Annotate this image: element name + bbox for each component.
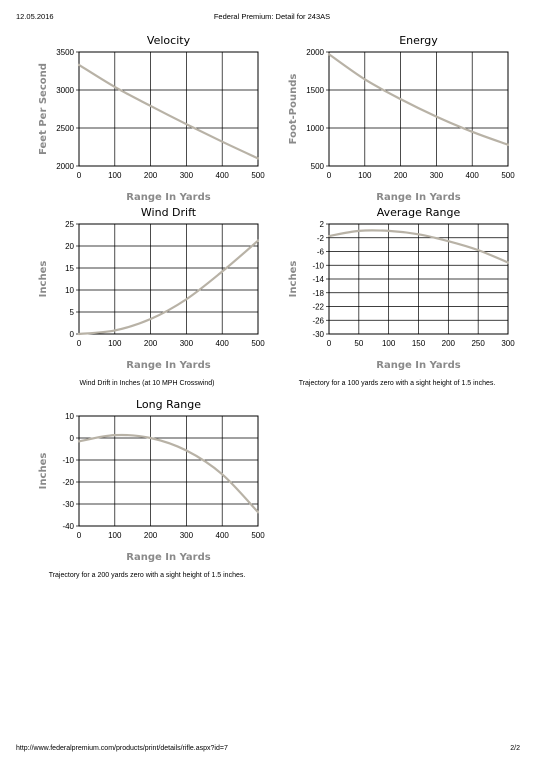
x-tick-label: 250 [471, 339, 485, 348]
x-tick-label: 400 [466, 171, 480, 180]
y-tick-label: 1500 [306, 86, 324, 95]
x-tick-label: 0 [77, 171, 82, 180]
x-tick-label: 300 [430, 171, 444, 180]
x-tick-label: 200 [144, 339, 158, 348]
x-tick-label: 150 [412, 339, 426, 348]
x-tick-label: 200 [144, 171, 158, 180]
x-tick-label: 50 [354, 339, 363, 348]
y-tick-label: 5 [70, 308, 75, 317]
x-tick-label: 100 [108, 339, 122, 348]
y-tick-label: 20 [65, 242, 74, 251]
y-tick-label: 0 [70, 330, 75, 339]
page-number: 2/2 [510, 745, 520, 752]
x-tick-label: 400 [216, 531, 230, 540]
y-tick-label: 15 [65, 264, 74, 273]
y-tick-label: 2 [320, 220, 325, 229]
y-tick-label: -40 [62, 522, 74, 531]
x-tick-label: 200 [442, 339, 456, 348]
y-tick-label: 1000 [306, 124, 324, 133]
x-tick-label: 100 [382, 339, 396, 348]
x-tick-label: 100 [358, 171, 372, 180]
y-tick-label: -14 [312, 275, 324, 284]
x-axis-label: Range In Yards [376, 192, 460, 203]
y-tick-label: 10 [65, 286, 74, 295]
x-tick-label: 0 [327, 339, 332, 348]
x-tick-label: 200 [144, 531, 158, 540]
y-tick-label: -26 [312, 316, 324, 325]
y-tick-label: -22 [312, 303, 324, 312]
average-range-chart: Average Range 0 50 100 150 200 250 300 2 -2 -6 -10 -… [272, 204, 522, 380]
x-axis-label: Range In Yards [126, 552, 210, 563]
x-tick-label: 300 [180, 339, 194, 348]
long-range-chart: Long Range 0 100 200 300 400 500 -40 -30 -20 -10 0 1… [22, 396, 272, 572]
y-tick-label: -30 [312, 330, 324, 339]
x-tick-label: 400 [216, 171, 230, 180]
x-axis-label: Range In Yards [376, 360, 460, 371]
y-tick-label: -2 [317, 234, 325, 243]
series-line [327, 53, 510, 146]
x-tick-label: 200 [394, 171, 408, 180]
chart-title: Average Range [377, 206, 461, 219]
plot-frame [78, 51, 259, 167]
y-tick-label: 2000 [56, 162, 74, 171]
chart-title: Long Range [136, 398, 201, 411]
x-tick-label: 0 [327, 171, 332, 180]
chart-title: Velocity [147, 34, 191, 47]
y-tick-label: 25 [65, 220, 74, 229]
y-tick-label: 0 [70, 434, 75, 443]
chart-title: Energy [399, 34, 438, 47]
series-line [327, 229, 510, 264]
y-tick-label: 2000 [306, 48, 324, 57]
x-tick-label: 500 [251, 171, 265, 180]
y-tick-label: -10 [62, 456, 74, 465]
y-tick-label: -18 [312, 289, 324, 298]
long-range-caption: Trajectory for a 200 yards zero with a s… [48, 572, 246, 579]
x-axis-label: Range In Yards [126, 360, 210, 371]
y-axis-label: Feet Per Second [38, 63, 49, 155]
wind-drift-chart: Wind Drift 0 100 200 300 400 500 0 5 10 15 20 25 Rang… [22, 204, 272, 380]
x-tick-label: 500 [251, 531, 265, 540]
x-tick-label: 100 [108, 531, 122, 540]
y-axis-label: Inches [38, 453, 49, 490]
x-tick-label: 500 [501, 171, 515, 180]
plot-frame [78, 415, 259, 527]
series-line [77, 63, 260, 160]
series-line [77, 239, 260, 336]
y-tick-label: -30 [62, 500, 74, 509]
y-tick-label: 500 [311, 162, 325, 171]
plot-frame [328, 51, 509, 167]
footer-url: http://www.federalpremium.com/products/p… [16, 745, 228, 752]
average-range-caption: Trajectory for a 100 yards zero with a s… [298, 380, 496, 387]
x-tick-label: 500 [251, 339, 265, 348]
y-tick-label: -6 [317, 248, 325, 257]
plot-frame [78, 223, 259, 335]
plot-frame [328, 223, 509, 335]
wind-drift-caption: Wind Drift in Inches (at 10 MPH Crosswin… [79, 380, 215, 387]
series-line [77, 433, 260, 514]
y-tick-label: 2500 [56, 124, 74, 133]
velocity-chart: Velocity 0 100 200 300 400 500 2000 2500 3000 3500… [22, 32, 272, 212]
x-tick-label: 0 [77, 531, 82, 540]
y-axis-label: Inches [38, 261, 49, 298]
x-tick-label: 400 [216, 339, 230, 348]
x-tick-label: 300 [180, 171, 194, 180]
print-date: 12.05.2016 [16, 12, 54, 21]
x-axis-label: Range In Yards [126, 192, 210, 203]
x-tick-label: 100 [108, 171, 122, 180]
y-tick-label: 10 [65, 412, 74, 421]
x-tick-label: 300 [501, 339, 515, 348]
chart-title: Wind Drift [141, 206, 197, 219]
x-tick-label: 0 [77, 339, 82, 348]
x-tick-label: 300 [180, 531, 194, 540]
y-axis-label: Inches [288, 261, 299, 298]
y-tick-label: -20 [62, 478, 74, 487]
page-title: Federal Premium: Detail for 243AS [213, 12, 331, 21]
y-axis-label: Foot-Pounds [288, 74, 299, 145]
energy-chart: Energy 0 100 200 300 400 500 500 1000 1500 2000 Ran… [272, 32, 522, 212]
y-tick-label: -10 [312, 261, 324, 270]
y-tick-label: 3000 [56, 86, 74, 95]
y-tick-label: 3500 [56, 48, 74, 57]
